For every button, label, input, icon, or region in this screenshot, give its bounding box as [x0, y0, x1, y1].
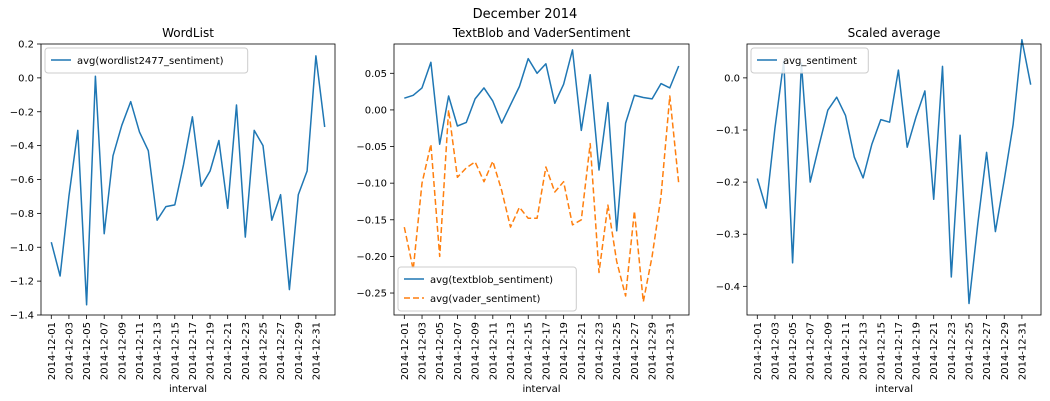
- y-tick-label: −0.1: [716, 125, 740, 136]
- y-tick-label: −0.3: [716, 230, 740, 241]
- x-tick-label: 2014-12-03: [64, 322, 75, 380]
- x-tick-label: 2014-12-09: [823, 322, 834, 380]
- x-axis-label: interval: [522, 384, 560, 395]
- x-tick-label: 2014-12-01: [47, 322, 58, 380]
- y-tick-label: −0.15: [356, 215, 387, 226]
- y-tick-label: 0.0: [724, 73, 740, 84]
- legend: avg(textblob_sentiment) avg(vader_sentime…: [397, 266, 577, 312]
- textblob-vader-chart: TextBlob and VaderSentiment 0.05 0.00 −0.05…: [356, 26, 690, 395]
- x-tick-label: 2014-12-29: [1000, 322, 1011, 380]
- x-tick-label: 2014-12-29: [648, 322, 659, 380]
- y-tick-label: −0.10: [356, 179, 387, 190]
- axes-frame: [393, 43, 690, 316]
- chart-title: TextBlob and VaderSentiment: [452, 26, 631, 40]
- y-tick-label: 0.2: [18, 40, 34, 51]
- y-tick-label: −0.4: [716, 282, 740, 293]
- figure-suptitle: December 2014: [473, 7, 578, 22]
- x-tick-label: 2014-12-05: [82, 322, 93, 380]
- y-tick-label: −0.20: [356, 252, 387, 263]
- x-tick-label: 2014-12-23: [947, 322, 958, 380]
- x-tick-label: 2014-12-21: [577, 322, 588, 380]
- legend-box: [397, 266, 577, 312]
- axes-frame: [40, 43, 336, 316]
- series-line: [403, 95, 680, 303]
- x-tick-label: 2014-12-07: [806, 322, 817, 380]
- x-tick-label: 2014-12-13: [506, 322, 517, 380]
- legend-label: avg(wordlist2477_sentiment): [77, 56, 224, 67]
- series-line: [756, 39, 1032, 305]
- x-tick-label: 2014-12-17: [894, 322, 905, 380]
- x-tick-label: 2014-12-31: [311, 322, 322, 380]
- x-tick-label: 2014-12-11: [841, 322, 852, 380]
- y-tick-label: 0.0: [18, 73, 34, 84]
- x-tick-label: 2014-12-19: [912, 322, 923, 380]
- y-tick-label: −1.2: [10, 277, 34, 288]
- x-tick-label: 2014-12-23: [595, 322, 606, 380]
- y-tick-label: −0.05: [356, 142, 387, 153]
- series-line: [50, 55, 326, 306]
- x-tick-label: 2014-12-01: [400, 322, 411, 380]
- x-tick-label: 2014-12-17: [188, 322, 199, 380]
- y-tick-label: −0.8: [10, 209, 34, 220]
- y-tick-label: −0.25: [356, 289, 387, 300]
- x-tick-label: 2014-12-25: [964, 322, 975, 380]
- x-tick-label: 2014-12-21: [929, 322, 940, 380]
- x-tick-label: 2014-12-05: [788, 322, 799, 380]
- x-tick-label: 2014-12-01: [753, 322, 764, 380]
- y-tick-label: 0.05: [365, 69, 387, 80]
- y-tick-label: −0.4: [10, 141, 34, 152]
- chart-title: Scaled average: [848, 26, 941, 40]
- x-axis-label: interval: [875, 384, 913, 395]
- legend-label: avg(textblob_sentiment): [430, 275, 553, 286]
- x-tick-label: 2014-12-07: [100, 322, 111, 380]
- x-tick-label: 2014-12-11: [135, 322, 146, 380]
- x-tick-label: 2014-12-27: [630, 322, 641, 380]
- x-tick-label: 2014-12-07: [453, 322, 464, 380]
- x-tick-label: 2014-12-19: [559, 322, 570, 380]
- y-tick-label: −0.2: [716, 178, 740, 189]
- y-tick-label: −1.0: [10, 243, 34, 254]
- chart-title: WordList: [162, 26, 214, 40]
- x-tick-label: 2014-12-05: [435, 322, 446, 380]
- y-tick-label: 0.00: [365, 105, 387, 116]
- x-tick-label: 2014-12-09: [471, 322, 482, 380]
- x-tick-label: 2014-12-31: [665, 322, 676, 380]
- x-tick-label: 2014-12-03: [418, 322, 429, 380]
- legend: avg(wordlist2477_sentiment): [44, 47, 249, 74]
- x-tick-label: 2014-12-25: [258, 322, 269, 380]
- x-tick-label: 2014-12-31: [1017, 322, 1028, 380]
- x-tick-label: 2014-12-03: [770, 322, 781, 380]
- x-tick-label: 2014-12-15: [524, 322, 535, 380]
- x-tick-label: 2014-12-21: [223, 322, 234, 380]
- legend-box: [44, 47, 249, 74]
- scaled-average-chart: Scaled average 0.0 −0.1 −0.2 −0.3 −0.4 2014-12…: [716, 26, 1042, 395]
- x-tick-label: 2014-12-27: [982, 322, 993, 380]
- x-tick-label: 2014-12-23: [241, 322, 252, 380]
- x-tick-label: 2014-12-19: [206, 322, 217, 380]
- x-tick-label: 2014-12-29: [294, 322, 305, 380]
- x-tick-label: 2014-12-11: [488, 322, 499, 380]
- legend-label: avg_sentiment: [783, 56, 857, 67]
- x-tick-label: 2014-12-13: [153, 322, 164, 380]
- y-tick-label: −0.6: [10, 175, 34, 186]
- y-tick-label: −1.4: [10, 311, 34, 322]
- axes-frame: [746, 43, 1042, 316]
- x-tick-label: 2014-12-27: [276, 322, 287, 380]
- x-tick-label: 2014-12-17: [541, 322, 552, 380]
- legend: avg_sentiment: [750, 47, 869, 74]
- y-tick-label: −0.2: [10, 107, 34, 118]
- legend-label: avg(vader_sentiment): [430, 294, 541, 305]
- series-line: [404, 49, 680, 232]
- legend-box: [750, 47, 869, 74]
- x-tick-label: 2014-12-15: [876, 322, 887, 380]
- x-tick-label: 2014-12-09: [117, 322, 128, 380]
- x-tick-label: 2014-12-25: [612, 322, 623, 380]
- wordlist-chart: WordList 0.2 0.0 −0.2 −0.4 −0.6 −0.8 −1.0 −1.2 −1…: [10, 26, 336, 395]
- x-tick-label: 2014-12-13: [859, 322, 870, 380]
- x-axis-label: interval: [169, 384, 207, 395]
- x-tick-label: 2014-12-15: [170, 322, 181, 380]
